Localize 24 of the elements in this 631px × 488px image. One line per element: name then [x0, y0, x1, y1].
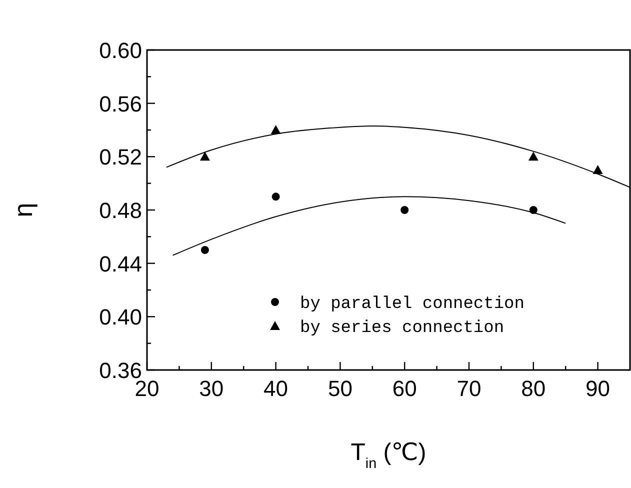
y-tick-label: 0.56: [99, 91, 142, 116]
point: [272, 192, 280, 201]
point: [400, 206, 409, 214]
x-tick-label: 40: [264, 376, 288, 401]
x-tick-label: 90: [586, 376, 610, 401]
y-tick-label: 0.60: [99, 38, 142, 63]
x-axis-title: T$_{in}$ (℃): [350, 439, 426, 472]
legend-label: by parallel connection: [300, 295, 524, 314]
x-tick-label: 30: [199, 376, 224, 401]
point: [592, 165, 603, 174]
x-tick-label: 70: [456, 376, 482, 401]
x-tick-label: 50: [328, 376, 352, 401]
x-tick-label: 60: [392, 376, 417, 401]
point: [200, 152, 210, 161]
y-tick-label: 0.48: [99, 198, 142, 223]
point: [528, 152, 538, 161]
y-axis-title: η: [8, 202, 38, 218]
legend-label: by series connection: [300, 319, 504, 338]
point: [200, 246, 209, 254]
x-tick-label: 80: [521, 376, 546, 401]
y-tick-label: 0.52: [99, 144, 142, 170]
y-tick-label: 0.40: [99, 304, 142, 330]
y-tick-label: 0.44: [99, 251, 142, 276]
line-series: [172, 196, 566, 256]
